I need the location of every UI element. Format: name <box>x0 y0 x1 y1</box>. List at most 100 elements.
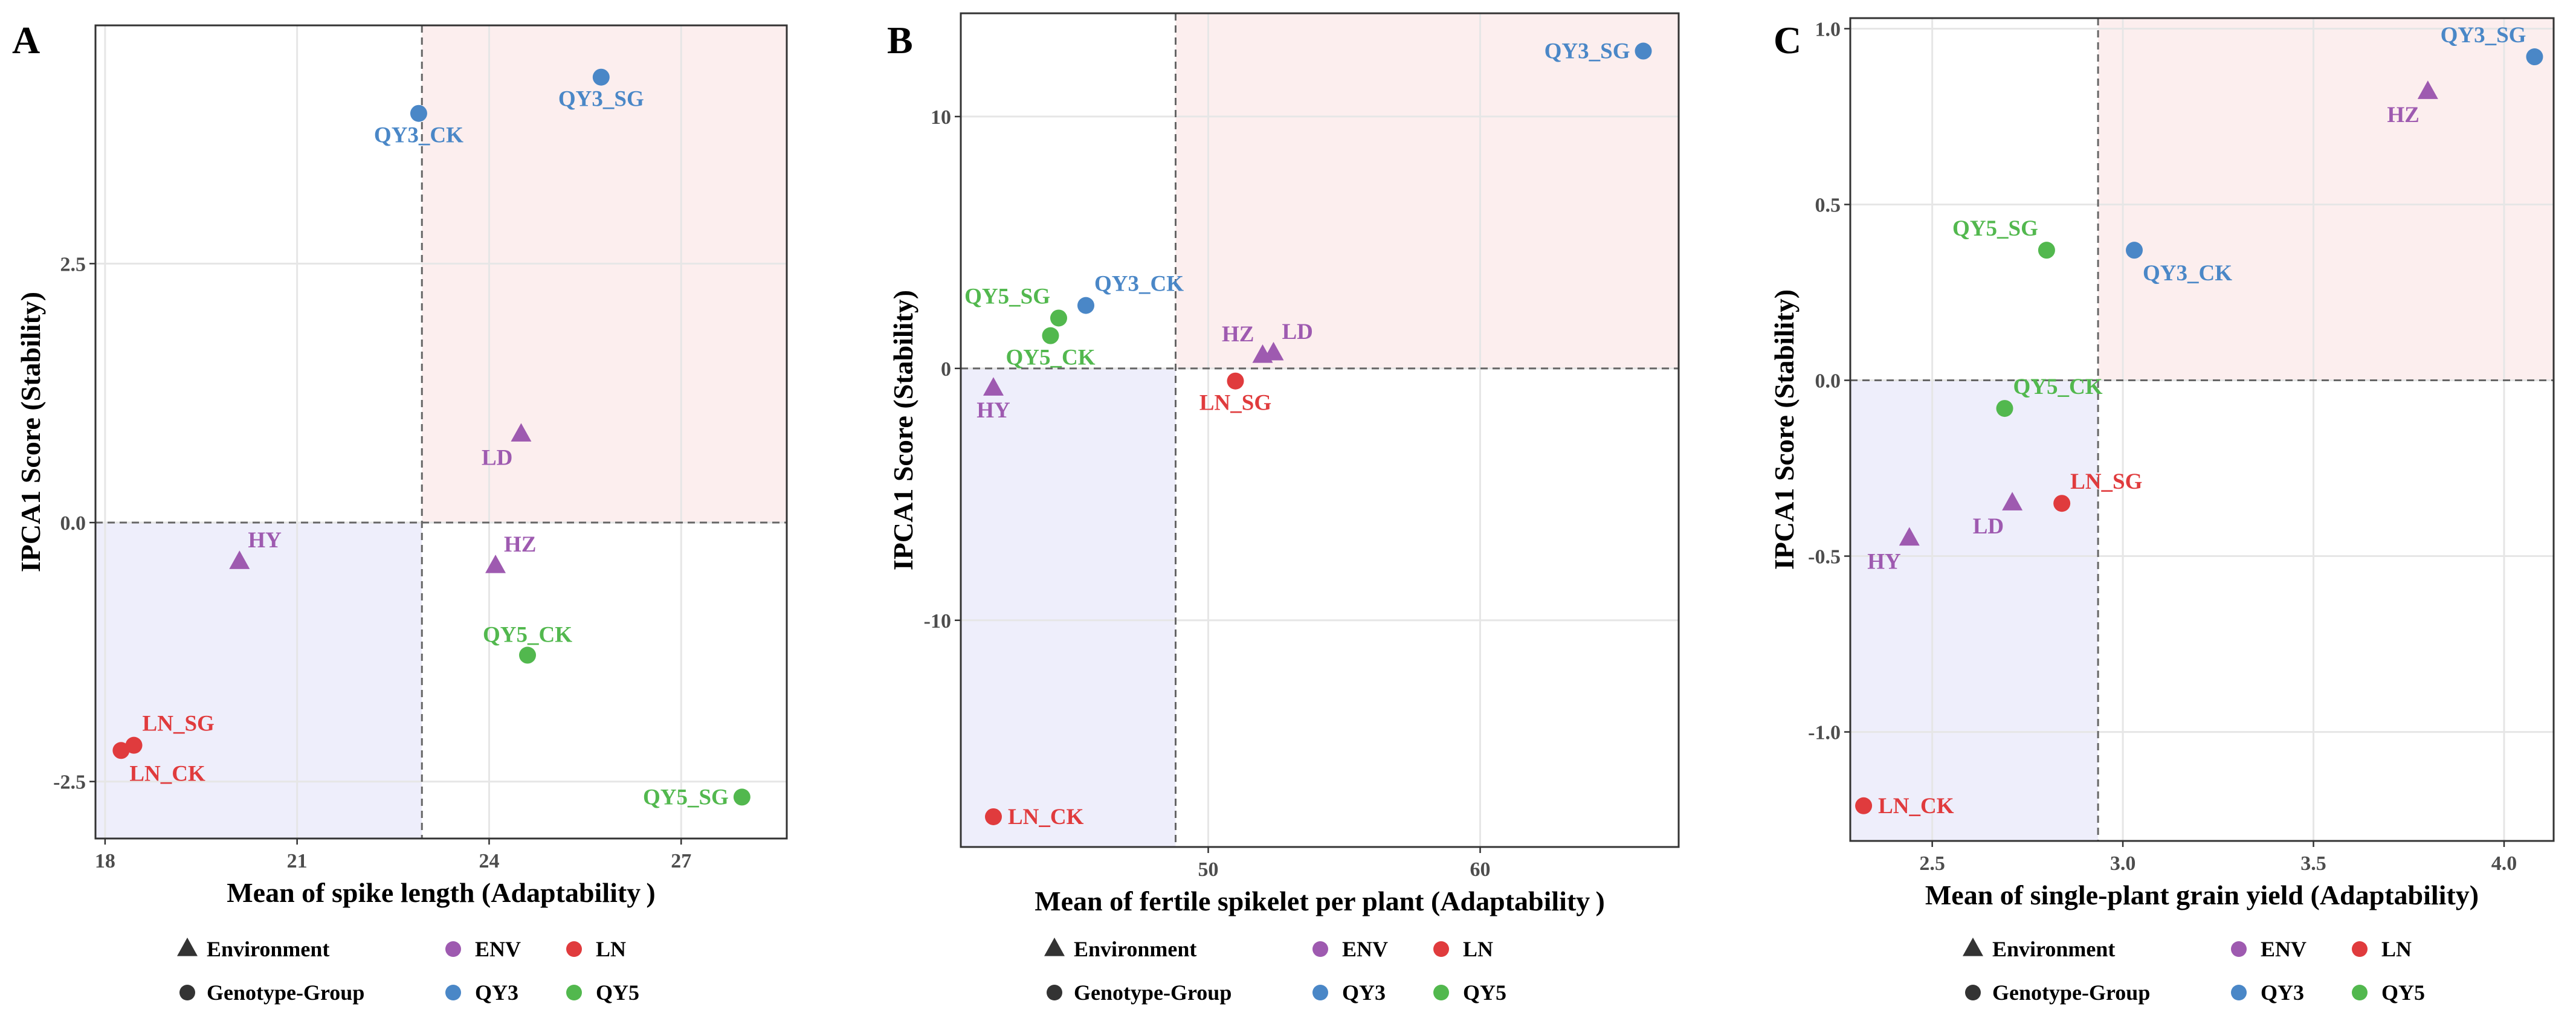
legend-env-swatch <box>1312 941 1328 957</box>
legend-ln-swatch <box>1433 941 1449 957</box>
legend-genotype-group-label: Genotype-Group <box>207 980 364 1005</box>
point-label: LN_SG <box>143 712 215 736</box>
x-tick-label: 24 <box>479 850 499 872</box>
legend-ln-label: LN <box>1463 937 1493 961</box>
y-axis-title: IPCA1 Score (Stability) <box>15 292 46 572</box>
quadrant-unfavorable <box>95 523 422 839</box>
point-label: LN_SG <box>2070 469 2142 494</box>
legend-a: Environment Genotype-Group ENV LN QY3 QY… <box>177 937 639 1005</box>
point-label: QY5_SG <box>643 785 729 810</box>
y-tick-label: 10 <box>931 106 951 129</box>
legend-genotype-group-label: Genotype-Group <box>1992 980 2150 1005</box>
y-tick-label: -1.0 <box>1808 722 1841 744</box>
point-label: QY5_SG <box>964 284 1050 309</box>
x-tick-label: 4.0 <box>2491 852 2517 875</box>
point-label: QY5_CK <box>1006 346 1096 370</box>
point-label: LN_CK <box>1878 794 1954 819</box>
panel-a: 18 21 24 27 -2.5 0.0 2.5 QY3_CK QY3_SG LD HY HZ QY5_… <box>12 19 788 908</box>
legend-qy5-swatch <box>566 985 582 1000</box>
quadrant-favorable <box>2098 18 2554 381</box>
data-points: QY3_SG QY3_CK QY5_SG QY5_CK HZ LD HY LN_SG LN_CK <box>964 39 1652 829</box>
point-label: LN_SG <box>1199 391 1271 416</box>
legend-qy3-swatch <box>1312 985 1328 1000</box>
point-label: HY <box>1867 549 1901 574</box>
point-label: QY3_SG <box>2441 23 2526 48</box>
plot-area: 50 60 -10 0 10 <box>924 12 1680 881</box>
y-tick-label: 0.0 <box>60 512 86 535</box>
genotype-circle-point <box>125 736 143 754</box>
legend-ln-label: LN <box>2381 937 2412 961</box>
genotype-circle-point <box>2053 495 2071 512</box>
plot-border <box>1849 17 2555 842</box>
point-label: HY <box>976 398 1010 423</box>
point-label: QY3_SG <box>1545 39 1630 64</box>
genotype-circle-point <box>985 808 1002 825</box>
genotype-circle-point <box>1855 797 1873 814</box>
x-tick-label: 21 <box>287 850 308 872</box>
panel-letter: B <box>887 19 913 62</box>
x-tick-label: 18 <box>95 850 115 872</box>
legend-ln-swatch <box>2352 941 2368 957</box>
x-tick-label: 27 <box>671 850 691 872</box>
y-axis-title: IPCA1 Score (Stability) <box>1769 289 1800 570</box>
point-label: HZ <box>2387 103 2419 127</box>
legend-env-label: ENV <box>2261 937 2306 961</box>
env-triangle-point <box>511 423 532 442</box>
env-triangle-point <box>1263 341 1284 361</box>
env-triangle-point <box>2417 80 2438 99</box>
plot-border <box>960 12 1680 848</box>
x-tick-label: 3.5 <box>2300 852 2326 875</box>
panel-c: 2.5 3.0 3.5 4.0 -1.0 -0.5 0.0 0.5 1.0 QY3_SG HZ QY5… <box>1769 17 2555 910</box>
plot-area: 18 21 24 27 -2.5 0.0 2.5 <box>53 24 788 872</box>
legend-b: Environment Genotype-Group ENV LN QY3 QY… <box>1044 937 1506 1005</box>
point-label: QY5_CK <box>2013 375 2103 399</box>
y-tick-label: 1.0 <box>1815 18 1841 40</box>
env-triangle-point <box>1899 527 1920 546</box>
point-label: QY5_SG <box>1952 216 2038 241</box>
env-triangle-point <box>2002 492 2023 510</box>
y-tick-label: 2.5 <box>60 253 86 275</box>
legend-qy3-label: QY3 <box>475 980 518 1005</box>
genotype-circle-point <box>1077 297 1094 314</box>
y-tick-label: -0.5 <box>1808 546 1841 568</box>
y-tick-label: 0.0 <box>1815 370 1841 393</box>
legend-qy5-label: QY5 <box>596 980 639 1005</box>
legend-env-label: ENV <box>1342 937 1388 961</box>
genotype-circle-point <box>2126 242 2143 259</box>
point-label: QY5_CK <box>483 623 572 648</box>
legend-environment-label: Environment <box>207 937 329 961</box>
genotype-circle-point <box>2526 48 2543 66</box>
legend-qy5-swatch <box>2352 985 2368 1000</box>
quadrant-favorable <box>422 25 787 523</box>
legend-qy5-label: QY5 <box>2381 980 2425 1005</box>
legend-env-swatch <box>2231 941 2247 957</box>
genotype-circle-point <box>733 788 751 806</box>
point-label: QY3_SG <box>558 87 644 112</box>
legend-env-label: ENV <box>475 937 521 961</box>
x-tick-label: 2.5 <box>1919 852 1945 875</box>
genotype-circle-point <box>592 68 610 86</box>
env-triangle-point <box>983 377 1004 396</box>
quadrant-unfavorable <box>961 368 1176 847</box>
legend-environment-label: Environment <box>1074 937 1196 961</box>
genotype-circle-point <box>2038 242 2055 259</box>
x-tick-label: 3.0 <box>2110 852 2136 875</box>
point-label: LD <box>482 445 512 470</box>
legend-ln-label: LN <box>596 937 626 961</box>
point-label: HZ <box>504 532 536 557</box>
legend-circle-icon <box>1047 985 1062 1000</box>
panel-b: 50 60 -10 0 10 QY3_SG QY3_CK QY5_SG QY5_CK HZ LD HY… <box>887 12 1680 916</box>
data-points: QY3_CK QY3_SG LD HY HZ QY5_CK LN_SG LN_CK QY5_SG <box>112 68 751 810</box>
x-tick-label: 60 <box>1470 858 1491 881</box>
point-label: LN_CK <box>129 761 205 786</box>
data-points: QY3_SG HZ QY5_SG QY3_CK QY5_CK LN_SG LD HY LN_CK <box>1855 23 2543 819</box>
point-label: HZ <box>1222 322 1254 347</box>
x-tick-label: 50 <box>1198 858 1219 881</box>
x-axis-title: Mean of single-plant grain yield (Adapta… <box>1925 880 2479 910</box>
point-label: LD <box>1973 514 2004 539</box>
genotype-circle-point <box>1042 327 1059 344</box>
env-triangle-point <box>229 550 250 569</box>
y-tick-label: -2.5 <box>53 771 86 794</box>
x-axis-title: Mean of spike length (Adaptability ) <box>227 877 655 908</box>
genotype-circle-point <box>1635 42 1652 60</box>
